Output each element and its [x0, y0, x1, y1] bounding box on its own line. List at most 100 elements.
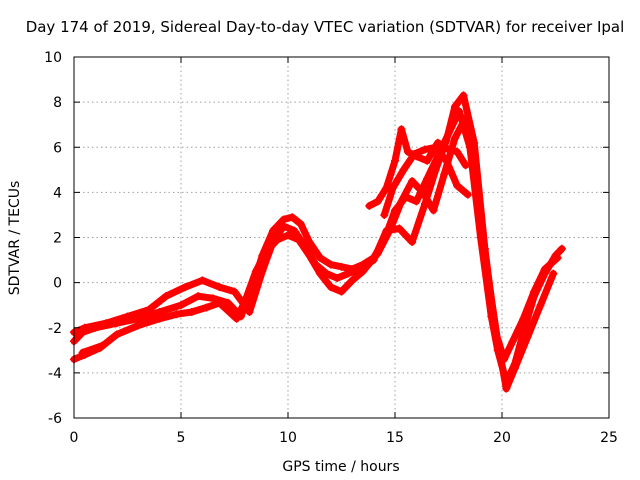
data-point [442, 156, 451, 165]
data-point [440, 170, 449, 179]
data-point [483, 265, 492, 274]
y-tick-label: 8 [53, 95, 62, 111]
data-point [181, 283, 190, 292]
x-tick-label: 10 [279, 430, 297, 446]
data-point [519, 314, 528, 323]
data-point [284, 231, 292, 240]
data-point [493, 337, 502, 346]
data-point [461, 161, 470, 170]
y-axis-label: SDTVAR / TECUs [7, 181, 23, 296]
data-point [194, 292, 203, 301]
data-point [418, 188, 427, 197]
data-point [431, 143, 440, 152]
data-point [305, 238, 314, 247]
data-point [202, 303, 211, 312]
data-series [70, 91, 566, 393]
data-point [326, 260, 335, 269]
data-point [358, 267, 367, 276]
data-point [224, 298, 233, 307]
data-point [326, 283, 335, 292]
data-point [420, 145, 429, 154]
data-point [450, 134, 459, 143]
data-point [155, 314, 164, 323]
data-point [397, 197, 406, 206]
y-tick-label: 6 [53, 140, 62, 156]
data-point [395, 224, 404, 233]
data-point [279, 215, 288, 224]
data-point [290, 226, 299, 235]
y-tick-label: 4 [53, 185, 62, 201]
data-point [230, 287, 239, 296]
data-point [273, 235, 282, 244]
data-point [412, 197, 421, 206]
data-point [397, 125, 406, 134]
data-point [134, 321, 143, 330]
data-point [337, 287, 346, 296]
data-point [215, 298, 224, 307]
data-point [453, 181, 462, 190]
data-point [232, 314, 241, 323]
data-point [540, 265, 549, 274]
data-point [144, 305, 153, 314]
x-tick-label: 5 [177, 430, 186, 446]
data-point [386, 224, 395, 233]
series-line [70, 107, 566, 386]
y-tick-label: 10 [44, 50, 62, 66]
y-tick-label: 2 [53, 231, 62, 247]
data-point [241, 296, 250, 305]
data-point [177, 301, 185, 310]
data-point [502, 384, 511, 393]
data-point [78, 348, 87, 357]
data-point [408, 238, 417, 247]
grid [74, 57, 609, 418]
data-point [172, 310, 181, 319]
data-point [112, 330, 121, 339]
data-point [294, 235, 303, 244]
data-point [453, 147, 462, 156]
data-point [198, 276, 207, 285]
y-tick-label: 0 [53, 276, 62, 292]
data-point [215, 283, 224, 292]
series-line [70, 114, 557, 393]
data-point [399, 165, 408, 174]
data-point [403, 147, 412, 156]
data-point [162, 292, 171, 301]
data-point [123, 312, 132, 321]
series-track-6 [78, 341, 106, 357]
data-point [530, 287, 539, 296]
x-tick-label: 25 [600, 430, 618, 446]
y-tick-label: -6 [48, 411, 62, 427]
x-tick-label: 15 [386, 430, 404, 446]
data-point [508, 337, 517, 346]
data-point [365, 201, 374, 210]
data-point [245, 307, 254, 316]
series-line [79, 342, 106, 357]
data-point [461, 113, 470, 122]
data-point [450, 102, 459, 111]
data-point [442, 136, 451, 145]
data-point [408, 177, 417, 186]
x-tick-labels: 0 5 10 15 20 25 [70, 430, 618, 446]
data-point [423, 156, 432, 165]
data-point [459, 91, 468, 100]
y-tick-label: -2 [48, 321, 62, 337]
data-point [269, 226, 278, 235]
x-axis-label: GPS time / hours [282, 459, 399, 475]
x-tick-label: 20 [493, 430, 511, 446]
data-point [463, 190, 472, 199]
data-point [333, 274, 342, 283]
y-tick-label: -4 [48, 366, 62, 382]
data-point [288, 213, 297, 222]
data-point [557, 244, 566, 253]
chart-title: Day 174 of 2019, Sidereal Day-to-day VTE… [26, 18, 625, 36]
data-point [536, 301, 545, 310]
data-point [80, 323, 89, 332]
data-point [316, 269, 325, 278]
data-point [553, 253, 562, 262]
data-point [305, 251, 314, 260]
data-point [444, 145, 453, 154]
data-point [388, 183, 397, 192]
data-point [337, 262, 346, 271]
data-point [316, 253, 325, 262]
